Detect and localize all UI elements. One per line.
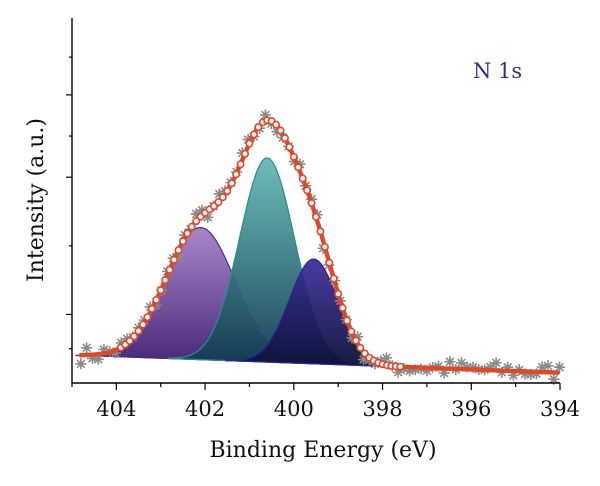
fit-point xyxy=(232,170,241,179)
x-axis-title: Binding Energy (eV) xyxy=(209,438,436,463)
raw-data-point xyxy=(404,365,416,377)
raw-data-point xyxy=(438,367,450,379)
fit-point xyxy=(152,295,161,304)
fit-point xyxy=(227,179,236,188)
fit-point xyxy=(356,343,365,352)
raw-data-point xyxy=(357,354,369,366)
raw-data-point xyxy=(536,361,548,373)
fit-point xyxy=(280,134,289,143)
raw-data-point xyxy=(548,373,560,385)
raw-data-point xyxy=(202,211,214,223)
x-tick-label: 400 xyxy=(274,397,314,421)
fit-point xyxy=(254,123,263,132)
raw-data-point xyxy=(484,361,496,373)
fit-point xyxy=(192,217,201,226)
fit-point xyxy=(218,193,227,202)
fit-point xyxy=(161,276,170,285)
x-tick-label: 398 xyxy=(362,397,402,421)
y-axis-title: Intensity (a.u.) xyxy=(24,118,49,282)
fit-point xyxy=(311,212,320,221)
fit-point xyxy=(272,120,281,129)
fit-point xyxy=(245,139,254,148)
raw-data-point xyxy=(259,109,271,121)
fit-point xyxy=(130,332,139,341)
fit-point xyxy=(236,160,245,169)
x-tick-label: 402 xyxy=(185,397,225,421)
raw-data-point xyxy=(81,342,93,354)
raw-data-point xyxy=(392,366,404,378)
raw-data-point xyxy=(456,357,468,369)
fit-point xyxy=(138,320,147,329)
x-tick-label: 394 xyxy=(540,397,580,421)
raw-data-point xyxy=(461,361,473,373)
fit-point xyxy=(134,326,143,335)
axes xyxy=(71,18,560,384)
fit-point xyxy=(214,198,223,207)
fit-point xyxy=(347,327,356,336)
raw-data-point xyxy=(444,356,456,368)
fit-point xyxy=(298,174,307,183)
fit-point xyxy=(187,222,196,231)
raw-data-point xyxy=(542,360,554,372)
fit-point xyxy=(249,130,258,139)
fit-point xyxy=(329,274,338,283)
raw-data-point xyxy=(242,134,254,146)
raw-data-point xyxy=(346,332,358,344)
raw-data-point xyxy=(86,352,98,364)
fit-point xyxy=(343,316,352,325)
plot-area xyxy=(75,109,566,385)
x-tick-label: 404 xyxy=(96,397,136,421)
fit-point xyxy=(325,258,334,267)
fit-point xyxy=(125,336,134,345)
fit-point xyxy=(223,186,232,195)
raw-data-point xyxy=(381,352,393,364)
fit-point xyxy=(320,242,329,251)
fit-point xyxy=(178,237,187,246)
raw-data-point xyxy=(352,331,364,343)
fit-point xyxy=(170,255,179,264)
fit-point xyxy=(183,229,192,238)
fit-point xyxy=(276,126,285,135)
fit-point xyxy=(338,303,347,312)
raw-data-point xyxy=(98,343,110,355)
raw-data-point xyxy=(467,361,479,373)
raw-data-point xyxy=(421,365,433,377)
fit-point xyxy=(289,152,298,161)
fit-point xyxy=(351,336,360,345)
fit-point xyxy=(316,227,325,236)
raw-data-point xyxy=(213,188,225,200)
raw-data-point xyxy=(115,337,127,349)
raw-data-point xyxy=(502,361,514,373)
raw-data-point xyxy=(109,347,121,359)
raw-data-point xyxy=(519,368,531,380)
raw-data-point xyxy=(190,208,202,220)
fit-envelope-series xyxy=(116,116,405,371)
fit-point xyxy=(285,143,294,152)
fit-point xyxy=(147,304,156,313)
fit-point xyxy=(303,186,312,195)
raw-data-point xyxy=(196,204,208,216)
raw-data-point xyxy=(92,353,104,365)
fit-point xyxy=(396,362,405,371)
peak-annotation: N 1s xyxy=(473,59,522,83)
raw-data-point xyxy=(525,369,537,381)
fit-point xyxy=(334,289,343,298)
fit-point xyxy=(294,163,303,172)
raw-data-point xyxy=(75,358,87,370)
raw-data-point xyxy=(507,369,519,381)
raw-data-point xyxy=(554,361,566,373)
ticks: 404 402 400 398 396 394 xyxy=(66,56,580,421)
fit-point xyxy=(143,313,152,322)
fit-point xyxy=(165,265,174,274)
fit-point xyxy=(156,286,165,295)
fit-point xyxy=(241,149,250,158)
raw-data-point xyxy=(490,357,502,369)
raw-data-point xyxy=(409,364,421,376)
fit-point xyxy=(307,199,316,208)
fit-point xyxy=(174,246,183,255)
x-tick-label: 396 xyxy=(451,397,491,421)
raw-data-point xyxy=(173,251,185,263)
